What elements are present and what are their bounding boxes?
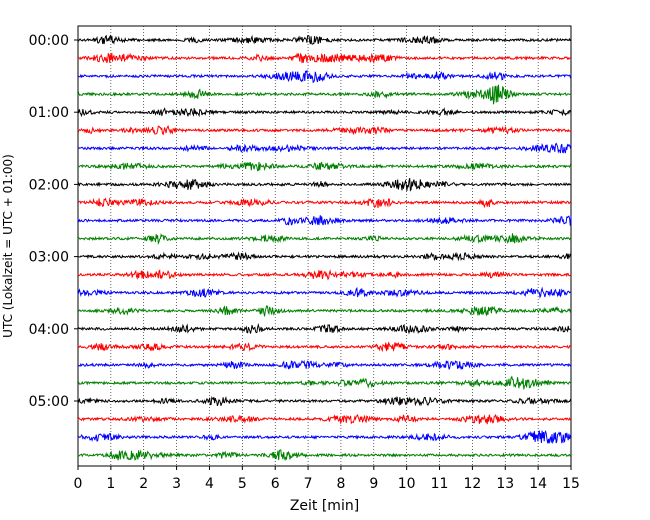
trace-line — [77, 178, 572, 192]
x-tick-label: 6 — [271, 476, 280, 492]
plot-area — [77, 25, 572, 467]
trace-line — [77, 52, 572, 64]
trace-line — [77, 359, 572, 371]
x-tick-label: 0 — [74, 476, 83, 492]
x-tick-label: 15 — [562, 476, 580, 492]
trace-line — [77, 413, 572, 425]
x-tick-label: 10 — [398, 476, 416, 492]
trace-line — [77, 395, 572, 407]
y-tick-label: 00:00 — [29, 33, 69, 49]
seismic-traces — [77, 34, 572, 462]
trace-line — [77, 215, 572, 226]
trace-line — [77, 125, 572, 136]
x-tick-label: 2 — [139, 476, 148, 492]
x-tick-label: 8 — [336, 476, 345, 492]
y-axis-label: UTC (Lokalzeit = UTC + 01:00) — [1, 154, 15, 338]
trace-line — [77, 142, 572, 154]
trace-line — [77, 69, 572, 84]
trace-line — [77, 251, 572, 262]
y-tick-label: 05:00 — [29, 394, 69, 410]
y-tick-label: 02:00 — [29, 177, 69, 193]
trace-line — [77, 107, 572, 118]
x-tick-label: 5 — [238, 476, 247, 492]
trace-line — [77, 268, 572, 281]
trace-line — [77, 449, 572, 462]
x-tick-label: 1 — [106, 476, 115, 492]
trace-line — [77, 232, 572, 246]
trace-line — [77, 375, 572, 390]
trace-line — [77, 305, 572, 317]
trace-line — [77, 197, 572, 209]
x-tick-label: 13 — [496, 476, 514, 492]
x-tick-label: 7 — [304, 476, 313, 492]
x-tick-label: 14 — [529, 476, 547, 492]
trace-line — [77, 84, 572, 105]
x-axis-label: Zeit [min] — [290, 498, 359, 514]
x-axis-ticks: 0 1 2 3 4 5 6 7 8 9 10 11 12 13 14 15 — [74, 466, 580, 492]
x-tick-label: 12 — [463, 476, 481, 492]
trace-line — [77, 34, 572, 45]
y-tick-label: 04:00 — [29, 322, 69, 338]
trace-line — [77, 430, 572, 445]
trace-line — [77, 286, 572, 299]
x-tick-label: 3 — [172, 476, 181, 492]
x-tick-label: 9 — [369, 476, 378, 492]
vertical-grid — [110, 26, 539, 466]
x-tick-label: 4 — [205, 476, 214, 492]
trace-line — [77, 341, 572, 353]
y-tick-label: 01:00 — [29, 105, 69, 121]
y-tick-label: 03:00 — [29, 250, 69, 266]
x-tick-label: 11 — [431, 476, 449, 492]
trace-line — [77, 322, 572, 335]
trace-line — [77, 161, 572, 172]
y-axis-ticks: 00:00 01:00 02:00 03:00 04:00 05:00 — [29, 33, 78, 410]
